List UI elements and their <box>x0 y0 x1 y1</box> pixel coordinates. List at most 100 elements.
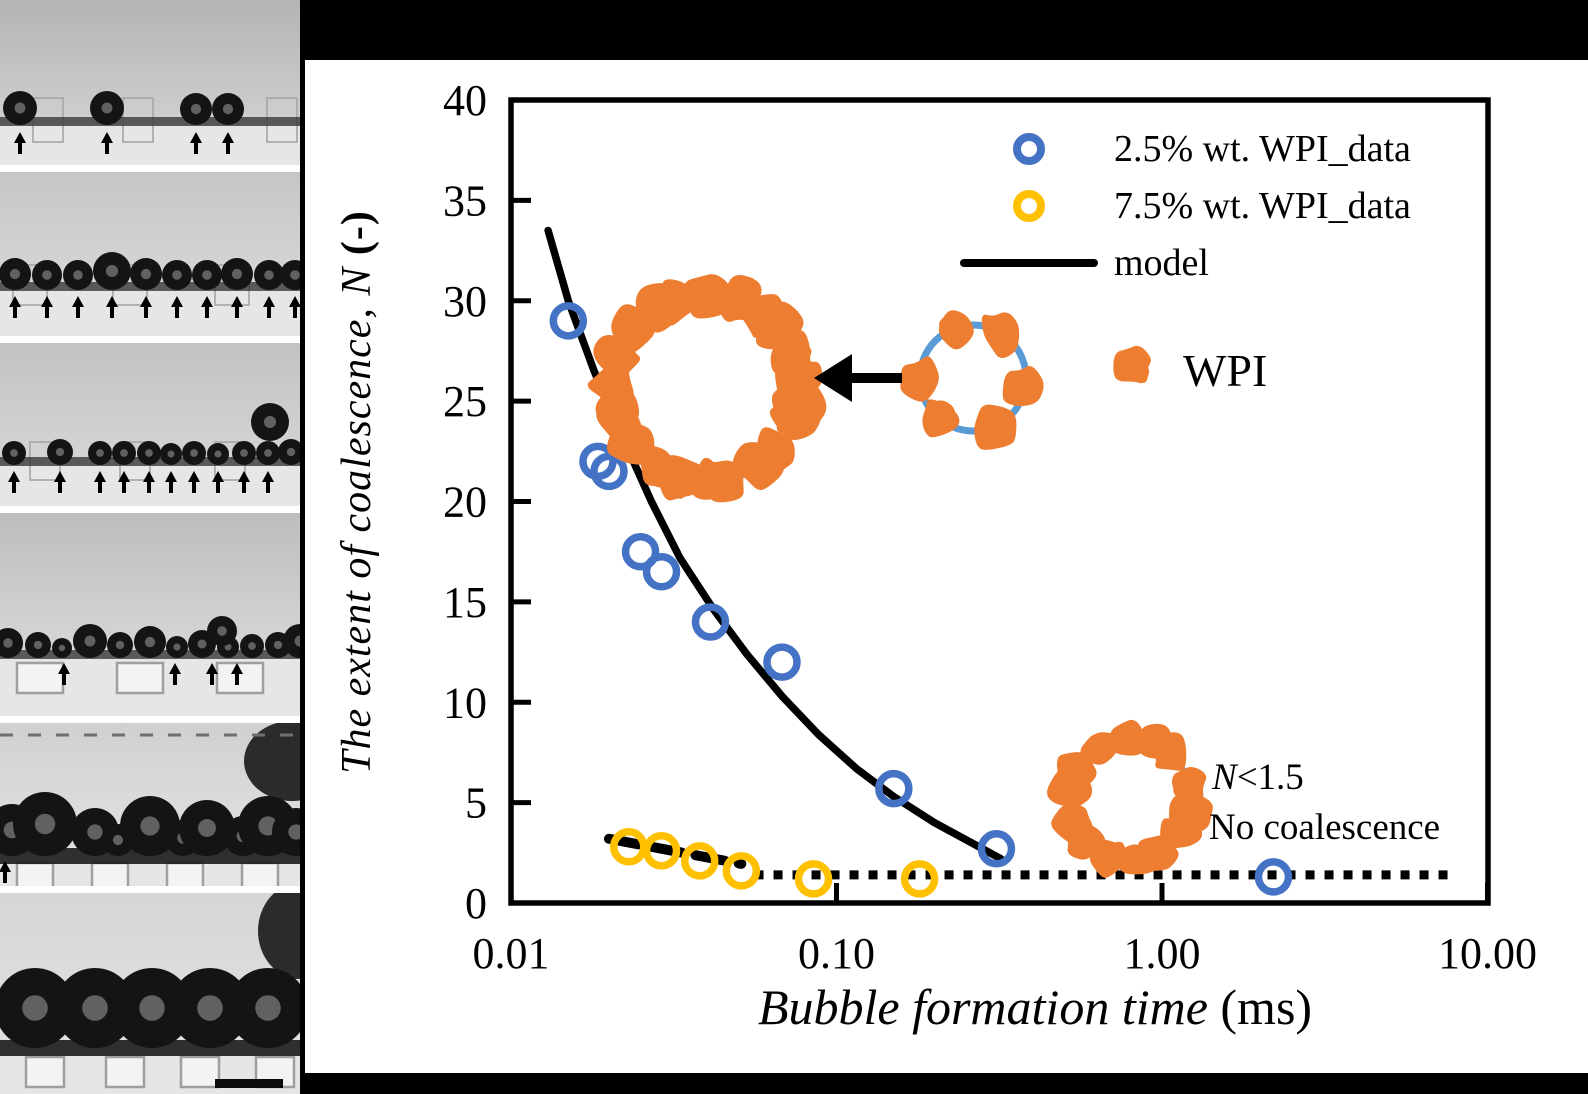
data-point <box>680 842 719 880</box>
y-axis-title: The extent of coalescence, N (-) <box>333 210 381 774</box>
sparse-coated-bubble-icon <box>900 310 1044 450</box>
bubble <box>73 624 107 658</box>
series-7.5wt <box>609 828 939 898</box>
bubble <box>2 441 26 465</box>
bubble <box>0 968 75 1048</box>
bubble <box>63 260 93 290</box>
bubble <box>232 441 256 465</box>
data-point <box>722 852 761 890</box>
membrane-line <box>0 117 300 126</box>
y-axis-title-text: The extent of coalescence, N <box>334 266 380 774</box>
y-tick-label: 25 <box>443 377 487 426</box>
bubble <box>32 260 62 290</box>
bubble <box>251 403 289 441</box>
wpi-annotation: WPI <box>1183 345 1268 396</box>
bubble <box>283 624 300 658</box>
legend-label-model: model <box>1114 241 1209 284</box>
bubble <box>256 441 280 465</box>
data-point <box>763 643 801 681</box>
x-tick-label: 0.10 <box>798 929 875 978</box>
scale-bar <box>215 1079 283 1088</box>
x-tick-label: 10.00 <box>1438 929 1537 978</box>
bubble <box>55 968 135 1048</box>
threshold-variable: N <box>1212 757 1237 798</box>
bubble <box>221 258 253 290</box>
bubble <box>160 443 182 465</box>
data-point <box>1254 858 1293 896</box>
micrograph-panel-1 <box>0 0 300 165</box>
legend: 2.5% wt. WPI_data 7.5% wt. WPI_data mode… <box>958 120 1411 291</box>
data-point <box>875 769 913 808</box>
bubble <box>112 968 192 1048</box>
y-tick-label: 10 <box>443 678 487 727</box>
micrograph-panel-6 <box>0 893 300 1094</box>
micrograph-panel-5 <box>0 723 300 886</box>
bubble <box>162 260 192 290</box>
data-point <box>691 603 730 641</box>
threshold-value: <1.5 <box>1236 757 1304 798</box>
series-2.5wt <box>549 302 1293 896</box>
legend-row-model: model <box>958 234 1411 291</box>
dense-coated-bubble-large-icon <box>587 274 827 503</box>
micrograph-panel-2 <box>0 172 300 336</box>
arrow-left-icon <box>814 354 852 402</box>
bubble <box>134 626 166 658</box>
pore-outline <box>104 1055 146 1089</box>
bubble <box>112 441 136 465</box>
bubble <box>207 443 229 465</box>
data-point <box>794 860 833 898</box>
bubble <box>192 260 222 290</box>
legend-row-25wt: 2.5% wt. WPI_data <box>958 120 1411 177</box>
bubble <box>207 616 237 646</box>
micrograph-strip <box>0 0 300 1094</box>
bubble <box>47 439 73 465</box>
bubble <box>278 439 300 465</box>
bubble <box>107 632 133 658</box>
micrograph-panel-4 <box>0 513 300 716</box>
bubble <box>170 968 250 1048</box>
pore-outline <box>24 1055 66 1089</box>
bubble <box>212 93 244 125</box>
bubble <box>240 634 264 658</box>
legend-ring-blue-icon <box>1013 132 1045 165</box>
axes: 0.01 0.10 1.00 10.00 0 5 10 15 20 25 30 35 40 <box>443 76 1537 978</box>
bubble-schematics <box>587 274 1213 878</box>
bubble <box>180 93 212 125</box>
bubble <box>280 260 300 290</box>
bubble <box>3 91 37 125</box>
pore-outline <box>115 661 165 695</box>
y-tick-label: 5 <box>465 779 487 828</box>
x-axis-unit: (ms) <box>1207 979 1313 1035</box>
bubble <box>0 628 23 658</box>
bubble <box>88 441 112 465</box>
data-point <box>549 302 588 340</box>
bubble <box>254 260 284 290</box>
x-tick-label: 0.01 <box>473 929 550 978</box>
bubble <box>13 792 77 856</box>
legend-label-75wt: 7.5% wt. WPI_data <box>1114 184 1411 227</box>
large-bubble-mass <box>244 723 300 801</box>
micrograph-panel-3 <box>0 343 300 506</box>
data-point <box>977 830 1016 868</box>
bubble <box>93 252 131 290</box>
bubble <box>52 638 72 658</box>
y-axis-unit: (-) <box>334 210 380 267</box>
bubble <box>120 796 180 856</box>
legend-line-icon <box>960 258 1098 267</box>
large-bubble-mass <box>258 893 300 979</box>
pore-outline <box>215 661 265 695</box>
no-coalescence-annotation: No coalescence <box>1209 807 1441 848</box>
dense-coated-bubble-small-icon <box>1047 719 1213 878</box>
bubble <box>228 968 300 1048</box>
bubble <box>179 800 235 856</box>
legend-label-25wt: 2.5% wt. WPI_data <box>1114 127 1411 170</box>
y-tick-label: 40 <box>443 76 487 125</box>
y-tick-label: 20 <box>443 478 487 527</box>
y-tick-label: 15 <box>443 578 487 627</box>
y-tick-label: 30 <box>443 277 487 326</box>
data-point <box>621 532 660 571</box>
legend-ring-yellow-icon <box>1013 189 1045 222</box>
bubble <box>137 441 161 465</box>
pore-outline <box>15 661 65 695</box>
